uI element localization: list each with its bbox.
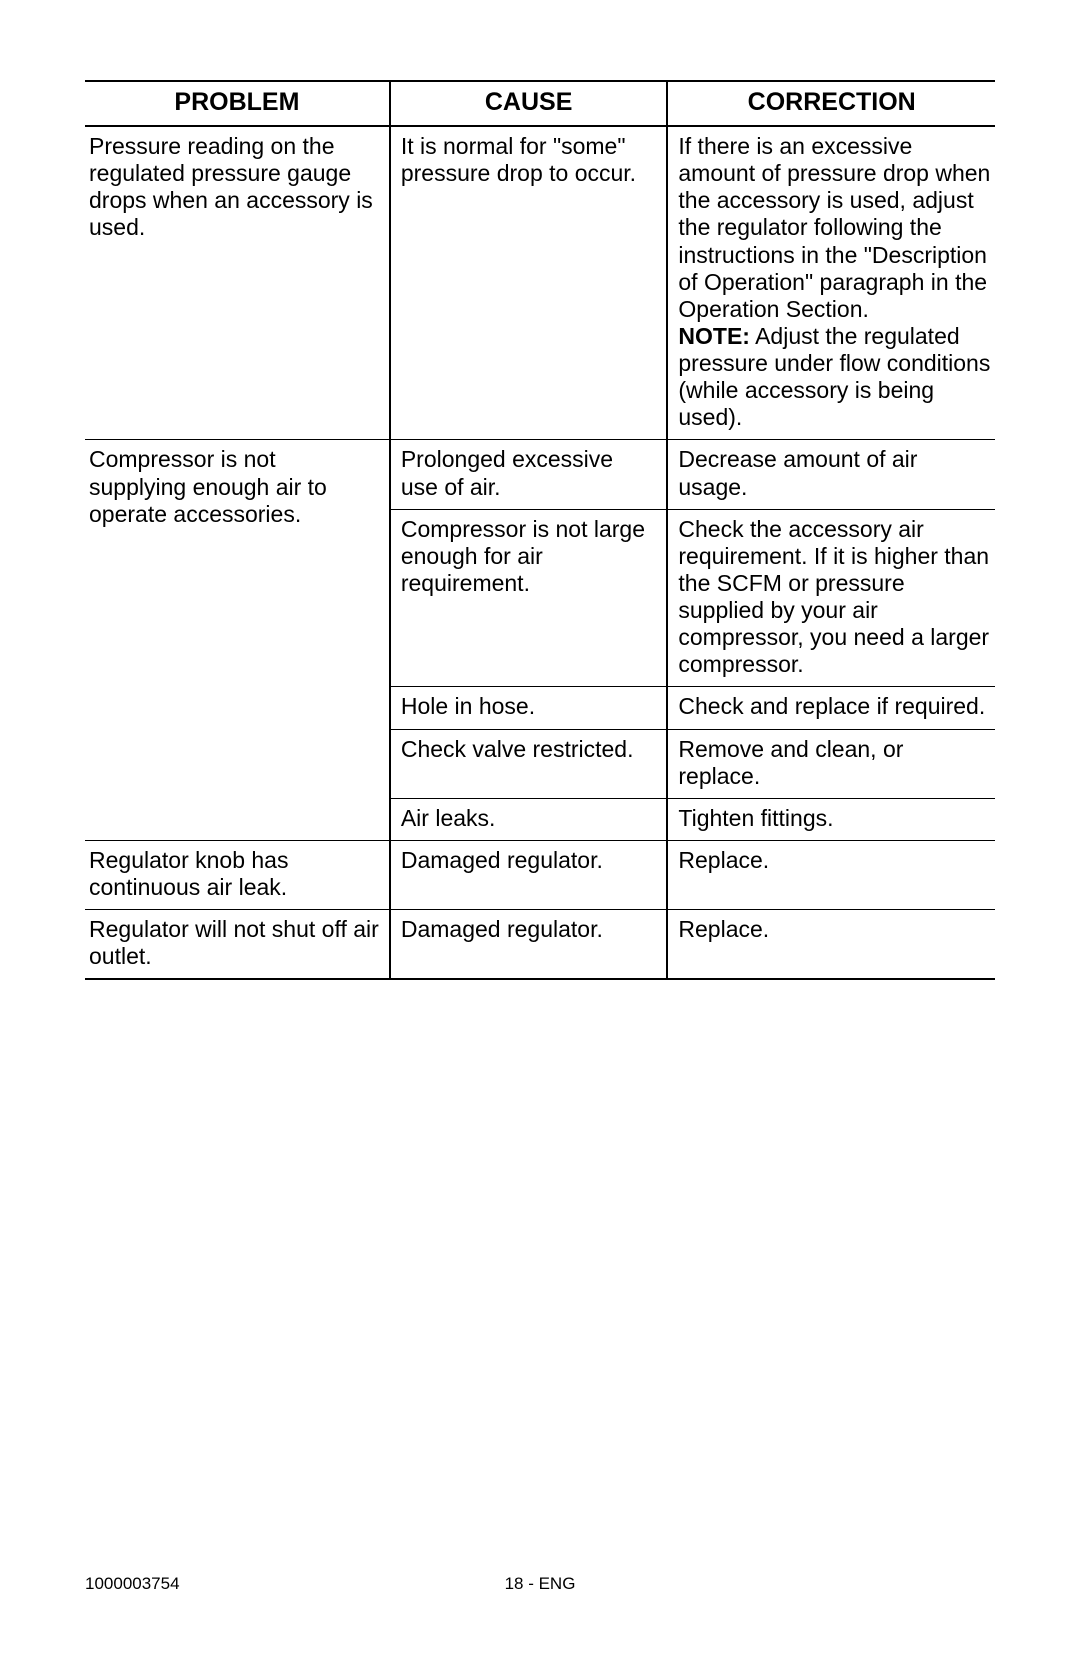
table-row: Pressure reading on the regulated pressu… xyxy=(85,126,995,439)
header-correction: CORRECTION xyxy=(667,81,995,126)
table-header-row: PROBLEM CAUSE CORRECTION xyxy=(85,81,995,126)
document-page: PROBLEM CAUSE CORRECTION Pressure readin… xyxy=(0,0,1080,1669)
table-row: Regulator will not shut off air outlet. … xyxy=(85,910,995,979)
cell-cause: It is normal for "some" pressure drop to… xyxy=(390,126,668,439)
cell-problem: Pressure reading on the regulated pressu… xyxy=(85,126,390,439)
correction-text: If there is an excessive amount of press… xyxy=(678,133,990,322)
cell-cause: Damaged regulator. xyxy=(390,840,668,909)
footer-page-label: 18 - ENG xyxy=(505,1574,576,1594)
cell-cause: Hole in hose. xyxy=(390,687,668,729)
cell-problem: Regulator knob has continuous air leak. xyxy=(85,840,390,909)
cell-problem: Compressor is not supplying enough air t… xyxy=(85,440,390,840)
cell-cause: Prolonged excessive use of air. xyxy=(390,440,668,509)
cell-cause: Air leaks. xyxy=(390,798,668,840)
cell-correction: Remove and clean, or replace. xyxy=(667,729,995,798)
cell-correction: Replace. xyxy=(667,910,995,979)
footer-doc-number: 1000003754 xyxy=(85,1574,180,1594)
table-row: Regulator knob has continuous air leak. … xyxy=(85,840,995,909)
cell-cause: Damaged regulator. xyxy=(390,910,668,979)
cell-correction: If there is an excessive amount of press… xyxy=(667,126,995,439)
header-cause: CAUSE xyxy=(390,81,668,126)
cell-correction: Check and replace if required. xyxy=(667,687,995,729)
header-problem: PROBLEM xyxy=(85,81,390,126)
cell-correction: Check the accessory air requirement. If … xyxy=(667,509,995,686)
cell-correction: Tighten fittings. xyxy=(667,798,995,840)
cell-cause: Compressor is not large enough for air r… xyxy=(390,509,668,686)
cell-correction: Decrease amount of air usage. xyxy=(667,440,995,509)
note-label: NOTE: xyxy=(678,323,750,349)
troubleshooting-table: PROBLEM CAUSE CORRECTION Pressure readin… xyxy=(85,80,995,980)
cell-correction: Replace. xyxy=(667,840,995,909)
table-row: Compressor is not supplying enough air t… xyxy=(85,440,995,509)
cell-problem: Regulator will not shut off air outlet. xyxy=(85,910,390,979)
cell-cause: Check valve restricted. xyxy=(390,729,668,798)
